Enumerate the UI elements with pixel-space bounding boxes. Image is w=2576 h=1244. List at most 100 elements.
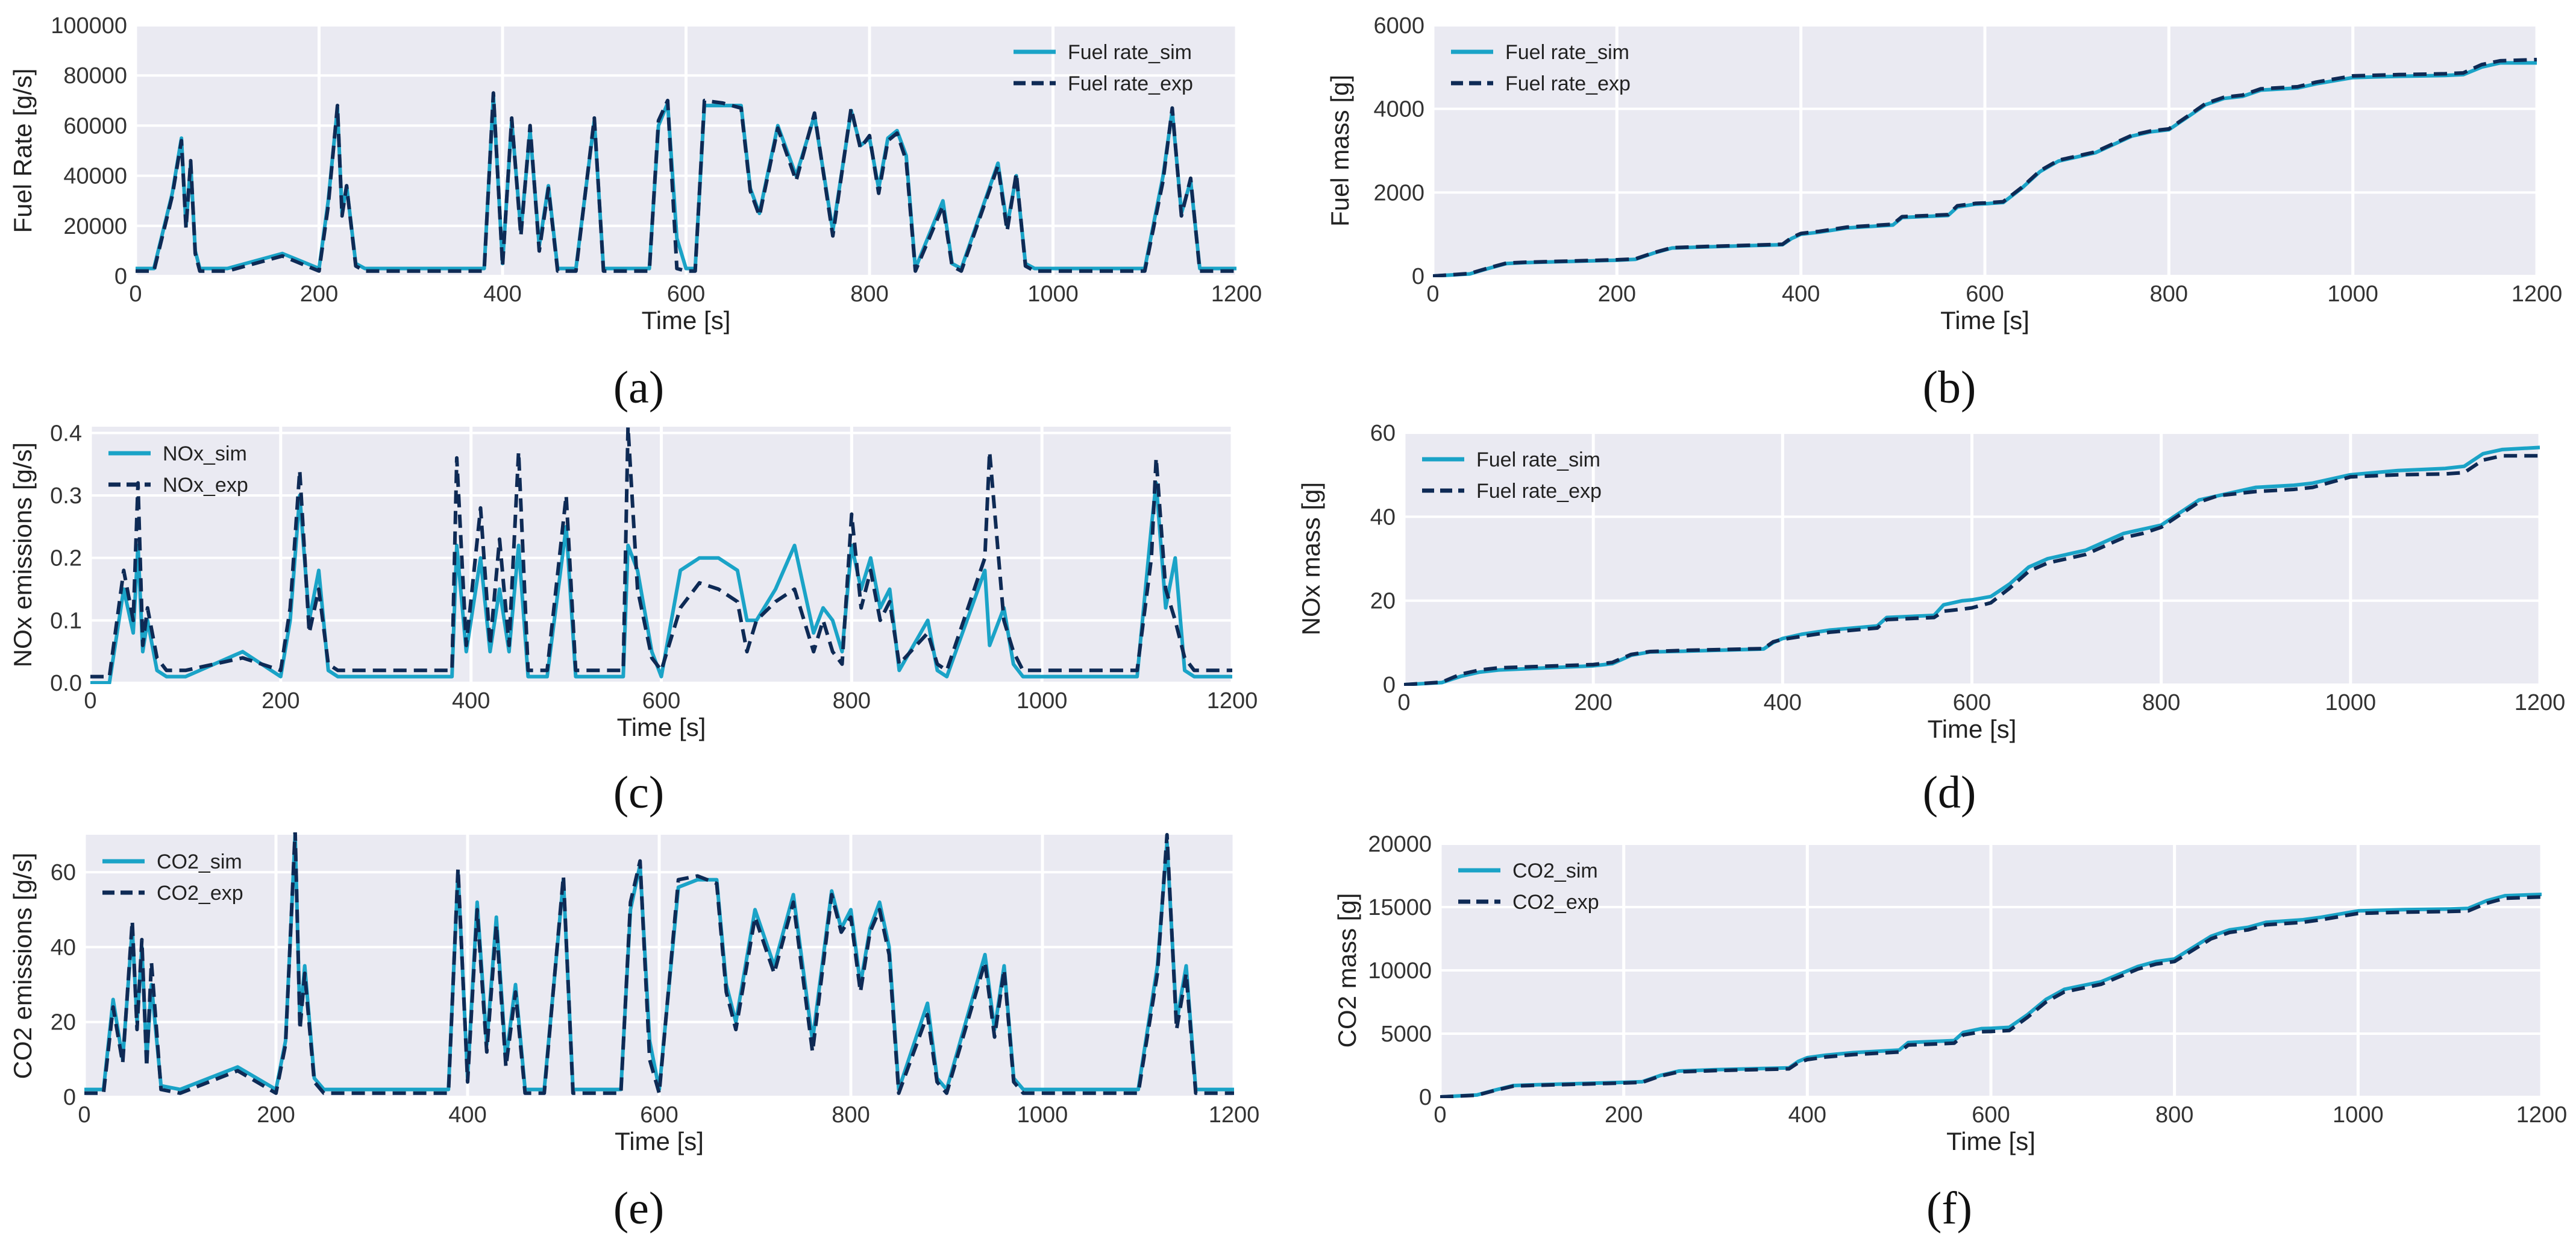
x-tick-label: 600: [640, 1102, 678, 1128]
x-tick-label: 400: [1788, 1102, 1826, 1128]
x-tick-label: 400: [1782, 281, 1820, 307]
series-group: [90, 425, 1232, 684]
x-tick-label: 1000: [1027, 281, 1079, 307]
y-tick-label: 100000: [51, 13, 127, 39]
y-tick-label: 60: [1370, 421, 1396, 446]
x-tick-label: 0: [1426, 281, 1439, 307]
x-tick-label: 400: [448, 1102, 486, 1128]
y-tick-label: 60: [51, 860, 76, 885]
series-line-nox-exp: [90, 425, 1232, 679]
y-axis-label: Fuel mass [g]: [1326, 75, 1354, 227]
y-axis-label: Fuel Rate [g/s]: [8, 68, 37, 233]
x-tick-label: 200: [1605, 1102, 1643, 1128]
x-tick-label: 600: [1966, 281, 2004, 307]
panel-b: 0 200 400 600 800 1000 1200 0 2000 4000 6000 Time […: [1326, 13, 2562, 413]
x-tick-label: 0: [1397, 690, 1410, 715]
legend-label: Fuel rate_exp: [1476, 480, 1602, 503]
x-tick-label: 400: [483, 281, 521, 307]
panel-label: (d): [1923, 767, 1976, 818]
y-tick-label: 0: [1412, 264, 1424, 289]
x-tick-label: 200: [1598, 281, 1636, 307]
x-axis-label: Time [s]: [615, 1127, 704, 1155]
x-tick-label: 400: [452, 688, 490, 714]
panel-e: 0 200 400 600 800 1000 1200 0 20 40 60 Time [s] CO2 …: [8, 832, 1260, 1234]
x-axis-label: Time [s]: [642, 306, 731, 335]
y-tick-label: 4000: [1373, 97, 1424, 122]
legend-label: CO2_exp: [157, 882, 243, 905]
y-tick-label: 0.2: [50, 546, 82, 571]
y-tick-label: 10000: [1368, 958, 1432, 984]
x-axis-label: Time [s]: [1946, 1127, 2035, 1155]
x-tick-label: 1000: [2333, 1102, 2384, 1128]
y-tick-label: 6000: [1373, 13, 1424, 39]
panel-label: (f): [1926, 1183, 1972, 1234]
panel-label: (e): [613, 1183, 664, 1234]
x-tick-label: 1200: [2512, 281, 2563, 307]
series-line-fuel-rate-exp: [1433, 57, 2537, 277]
x-tick-label: 200: [1574, 690, 1612, 715]
x-tick-label: 0: [78, 1102, 90, 1128]
x-tick-label: 1000: [1017, 1102, 1068, 1128]
legend-label: Fuel rate_sim: [1505, 41, 1629, 64]
y-tick-label: 0.3: [50, 483, 82, 509]
series-line-co2-exp: [84, 832, 1234, 1095]
x-tick-label: 400: [1764, 690, 1802, 715]
y-axis-label: CO2 mass [g]: [1333, 893, 1361, 1048]
y-tick-label: 20: [1370, 589, 1396, 614]
x-tick-label: 200: [257, 1102, 295, 1128]
x-tick-label: 1200: [1211, 281, 1262, 307]
y-axis-label: NOx mass [g]: [1297, 482, 1325, 635]
legend-label: CO2_sim: [1512, 859, 1598, 882]
legend-label: NOx_sim: [163, 442, 247, 465]
y-tick-label: 0: [63, 1085, 76, 1110]
series-group: [1440, 893, 2542, 1098]
x-tick-label: 600: [1972, 1102, 2010, 1128]
series-line-co2-exp: [1440, 895, 2542, 1098]
legend: Fuel rate_sim Fuel rate_exp: [1422, 448, 1602, 503]
y-tick-label: 5000: [1380, 1022, 1432, 1047]
x-tick-label: 200: [262, 688, 299, 714]
y-tick-label: 40: [1370, 504, 1396, 530]
panel-a: 0 200 400 600 800 1000 1200 0 20000 40000 60000 800…: [8, 13, 1262, 413]
legend-label: CO2_sim: [157, 850, 242, 873]
y-tick-label: 20000: [63, 214, 127, 239]
panel-label: (c): [613, 767, 664, 818]
panel-d: 0 200 400 600 800 1000 1200 0 20 40 60 Time [s] NOx …: [1297, 421, 2565, 818]
legend-label: Fuel rate_exp: [1068, 72, 1193, 95]
x-axis-label: Time [s]: [1928, 715, 2017, 743]
x-tick-label: 0: [84, 688, 96, 714]
x-tick-label: 800: [2142, 690, 2180, 715]
series-line-fuel-rate-exp: [1404, 454, 2540, 686]
panel-f: 0 200 400 600 800 1000 1200 0 5000 10000 15000 2000…: [1333, 832, 2567, 1234]
legend-label: Fuel rate_sim: [1068, 41, 1192, 64]
x-tick-label: 800: [850, 281, 888, 307]
x-tick-label: 1000: [1017, 688, 1068, 714]
panel-c: 0 200 400 600 800 1000 1200 0.0 0.1 0.2 0.3 0.4 Time…: [8, 421, 1258, 818]
y-tick-label: 2000: [1373, 180, 1424, 206]
series-group: [84, 832, 1234, 1095]
series-line-fuel-rate-exp: [136, 91, 1236, 273]
x-tick-label: 800: [833, 688, 871, 714]
series-group: [1404, 445, 2540, 686]
legend-label: Fuel rate_sim: [1476, 448, 1600, 471]
x-tick-label: 1200: [2515, 690, 2566, 715]
legend: NOx_sim NOx_exp: [108, 442, 248, 497]
y-axis-label: CO2 emissions [g/s]: [8, 853, 37, 1079]
legend: Fuel rate_sim Fuel rate_exp: [1014, 41, 1193, 95]
x-axis-label: Time [s]: [1940, 306, 2029, 335]
x-tick-label: 600: [667, 281, 705, 307]
x-tick-label: 800: [2150, 281, 2188, 307]
x-tick-label: 1200: [1207, 688, 1258, 714]
x-tick-label: 1200: [2516, 1102, 2568, 1128]
y-tick-label: 0.0: [50, 671, 82, 696]
series-group: [136, 91, 1236, 273]
y-tick-label: 0.1: [50, 608, 82, 633]
y-tick-label: 0: [1419, 1085, 1432, 1110]
x-tick-label: 1000: [2327, 281, 2378, 307]
y-axis-label: NOx emissions [g/s]: [8, 442, 37, 667]
panel-label: (a): [613, 362, 664, 413]
x-tick-label: 1200: [1209, 1102, 1260, 1128]
y-tick-label: 15000: [1368, 895, 1432, 920]
y-tick-label: 80000: [63, 63, 127, 89]
